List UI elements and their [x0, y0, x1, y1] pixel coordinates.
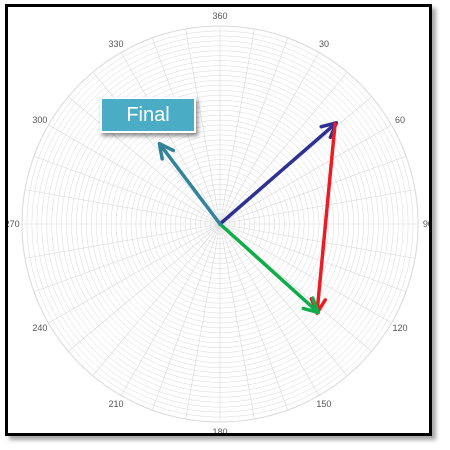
angle-label: 330	[109, 39, 124, 49]
final-callout-label: Final	[126, 104, 170, 126]
grid-spoke	[219, 223, 255, 420]
grid-spoke	[219, 52, 320, 225]
grid-spoke	[92, 223, 221, 376]
grid-spoke	[68, 96, 221, 225]
vector-arrow-red	[309, 122, 337, 315]
grid-spoke	[219, 223, 407, 293]
grid-spoke	[33, 155, 221, 225]
angle-label: 90	[423, 219, 429, 229]
grid-spoke	[120, 223, 221, 396]
vector-arrow-teal	[157, 141, 222, 226]
vector-arrow-blue	[218, 121, 339, 226]
angle-label: 210	[109, 399, 124, 409]
angle-label: 300	[32, 115, 47, 125]
angle-label: 60	[395, 115, 405, 125]
angle-label: 240	[32, 323, 47, 333]
final-callout: Final	[100, 97, 196, 133]
grid-spoke	[185, 223, 221, 420]
grid-spoke	[219, 223, 392, 324]
angle-labels: 360 30 60 90 120 150 180 210 240 270 300 330	[8, 11, 429, 433]
angle-label: 150	[316, 399, 331, 409]
grid-layer	[21, 25, 419, 423]
angle-label: 360	[212, 11, 227, 21]
diagram-frame: 360 30 60 90 120 150 180 210 240 270 300 330 Final	[5, 4, 432, 436]
grid-spoke	[33, 223, 221, 293]
grid-spoke	[219, 223, 320, 396]
grid-spoke	[219, 155, 407, 225]
grid-spoke	[68, 223, 221, 352]
angle-label: 30	[319, 39, 329, 49]
grid-spoke	[219, 72, 348, 225]
grid-spoke	[219, 223, 289, 411]
grid-spoke	[219, 124, 392, 225]
grid-spoke	[219, 223, 348, 376]
grid-spoke	[120, 52, 221, 225]
grid-spoke	[24, 223, 221, 259]
grid-spoke	[185, 28, 221, 225]
grid-spoke	[219, 28, 255, 225]
angle-label: 270	[8, 219, 20, 229]
grid-spoke	[219, 189, 416, 225]
grid-spoke	[48, 223, 221, 324]
vectors	[157, 121, 339, 315]
grid-spoke	[219, 37, 289, 225]
grid-spoke	[151, 223, 221, 411]
angle-label: 180	[212, 427, 227, 433]
grid-spoke	[219, 223, 416, 259]
angle-label: 120	[393, 323, 408, 333]
grid-spoke	[24, 189, 221, 225]
polar-grid: 360 30 60 90 120 150 180 210 240 270 300 330	[8, 11, 429, 433]
vector-arrow-green	[218, 222, 321, 315]
grid-spoke	[48, 124, 221, 225]
